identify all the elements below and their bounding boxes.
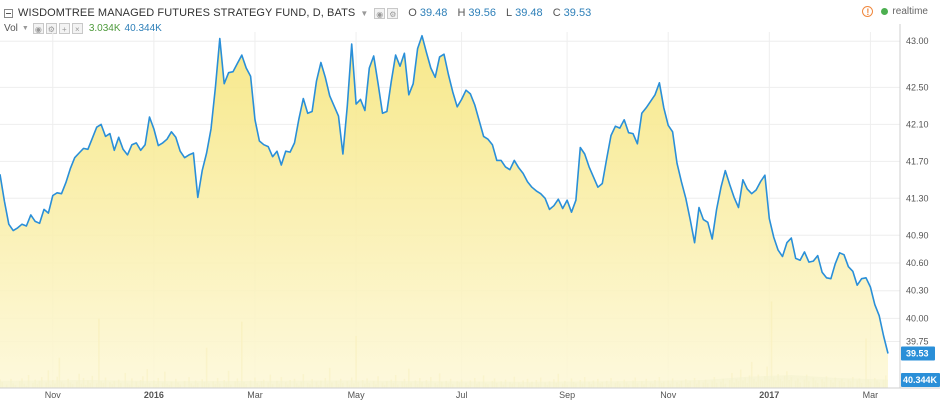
settings-icon[interactable]: ⚙ [45, 22, 57, 34]
price-line [0, 34, 889, 354]
low-value: 39.48 [515, 7, 543, 19]
price-tick-label: 40.00 [906, 313, 929, 323]
volume-ma-value: 40.344K [124, 22, 162, 34]
time-tick-label: 2016 [144, 390, 164, 400]
ohlc-values: O 39.48 H 39.56 L 39.48 C 39.53 [408, 7, 598, 19]
price-tick-label: 41.70 [906, 156, 929, 166]
warning-icon[interactable]: ! [862, 6, 874, 17]
price-tick-label: 43.00 [906, 36, 929, 46]
collapse-icon[interactable] [4, 8, 13, 18]
price-tick-label: 42.10 [906, 119, 929, 129]
time-tick-label: Jul [456, 390, 468, 400]
volume-label[interactable]: Vol [4, 22, 18, 34]
last-volume-label: 40.344K [903, 375, 938, 385]
add-icon[interactable]: + [58, 22, 70, 34]
close-value: 39.53 [563, 7, 592, 19]
volume-value: 3.034K [88, 22, 121, 34]
last-price-badge [901, 346, 935, 361]
chevron-down-icon[interactable]: ▼ [360, 8, 369, 18]
time-axis[interactable]: Nov 2016 Mar May Jul Sep Nov 2017 Mar [45, 390, 878, 400]
price-axis[interactable]: 43.00 42.50 42.10 41.70 41.30 40.90 40.60 40.30… [906, 36, 929, 346]
settings-icon[interactable]: ⚙ [387, 7, 399, 19]
price-tick-label: 41.30 [906, 193, 929, 203]
price-tick-label: 39.75 [906, 337, 929, 347]
time-tick-label: 2017 [759, 390, 779, 400]
eye-icon[interactable]: ◉ [374, 7, 386, 19]
close-icon[interactable]: × [71, 22, 83, 34]
price-tick-label: 40.60 [906, 258, 929, 268]
time-tick-label: Mar [247, 390, 263, 400]
time-tick-label: Sep [559, 390, 575, 400]
price-tick-label: 42.50 [906, 82, 929, 92]
eye-icon[interactable]: ◉ [32, 22, 44, 34]
live-dot-icon [881, 8, 889, 15]
volume-legend: Vol ▼ ◉ ⚙ + × 3.034K 40.344K [4, 21, 162, 35]
chevron-down-icon[interactable]: ▼ [21, 24, 29, 32]
last-volume-badge [901, 373, 940, 387]
time-tick-label: Nov [45, 390, 62, 400]
time-tick-label: Nov [660, 390, 677, 400]
price-area-fill [0, 35, 888, 388]
open-value: 39.48 [419, 7, 448, 19]
high-value: 39.56 [468, 7, 496, 19]
open-key: O [408, 7, 417, 19]
price-tick-label: 40.90 [906, 230, 929, 240]
price-tick-label: 40.30 [906, 286, 929, 296]
realtime-indicator: ! realtime [862, 6, 928, 17]
symbol-title[interactable]: WISDOMTREE MANAGED FUTURES STRATEGY FUND… [18, 7, 356, 19]
time-tick-label: May [348, 390, 366, 400]
low-key: L [506, 7, 513, 19]
high-key: H [457, 7, 466, 19]
chart-header: WISDOMTREE MANAGED FUTURES STRATEGY FUND… [4, 4, 598, 22]
last-value-badges: 39.53 40.344K [901, 346, 940, 387]
realtime-label: realtime [892, 6, 928, 17]
close-key: C [552, 7, 561, 19]
time-tick-label: Mar [863, 390, 879, 400]
last-price-label: 39.53 [906, 349, 929, 359]
